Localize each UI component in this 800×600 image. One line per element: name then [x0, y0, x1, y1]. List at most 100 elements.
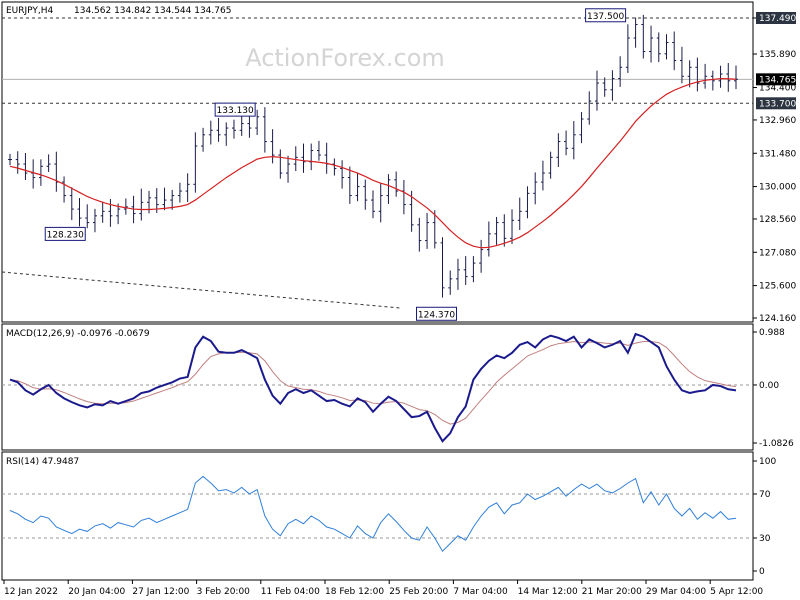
price-reference-lines: [1, 17, 753, 309]
rsi-tick-label: 0: [759, 567, 765, 577]
price-candles: [8, 14, 738, 298]
candle: [224, 122, 229, 146]
candle: [332, 158, 337, 176]
candle: [571, 121, 576, 160]
candle: [208, 120, 213, 145]
x-tick-label: 11 Feb 04:00: [261, 587, 320, 597]
candle: [455, 258, 460, 290]
candle: [77, 198, 82, 227]
candle: [100, 201, 105, 223]
candle: [656, 32, 661, 63]
candle: [371, 190, 375, 219]
candle: [417, 217, 422, 252]
candle: [710, 70, 715, 91]
x-tick-label: 21 Mar 20:00: [582, 587, 642, 597]
price-tick-label: 135.890: [759, 50, 796, 60]
candle: [718, 65, 723, 88]
candle: [679, 46, 684, 84]
candle: [579, 112, 584, 144]
price-tick-label: 128.560: [759, 215, 796, 225]
candle: [394, 171, 399, 197]
x-tick-label: 20 Jan 04:00: [68, 587, 125, 597]
candle: [641, 14, 646, 59]
candle: [594, 70, 599, 111]
candle: [31, 159, 36, 189]
candle: [162, 187, 167, 211]
price-moving-average: [9, 77, 737, 249]
candle: [672, 31, 677, 71]
candle: [293, 146, 298, 172]
price-y-axis: 137.490 135.890 134.400 132.960 131.480 130.0…: [753, 12, 796, 324]
candle: [517, 197, 522, 231]
price-tick-label: 132.960: [759, 116, 796, 126]
x-tick-label: 14 Mar 12:00: [518, 587, 578, 597]
candle: [533, 172, 538, 205]
rsi-tick-label: 70: [759, 490, 771, 500]
candle: [38, 159, 43, 186]
macd-panel-frame: [1, 323, 754, 451]
candle: [556, 133, 561, 167]
candle: [664, 34, 669, 60]
candle: [564, 130, 569, 156]
symbol-title: EURJPY,H4: [6, 6, 54, 16]
candle: [486, 221, 491, 257]
rsi-panel-frame: [1, 451, 754, 581]
price-tick-label: 134.400: [759, 84, 796, 94]
candle: [625, 24, 630, 73]
price-label-box: [214, 102, 256, 117]
candle: [363, 179, 368, 210]
candle: [278, 149, 283, 179]
x-tick-label: 3 Feb 20:00: [197, 587, 251, 597]
candle: [316, 140, 321, 161]
price-panel-frame: [1, 1, 754, 323]
candle: [85, 204, 90, 229]
level-tag-text-1: 133.700: [759, 99, 796, 109]
candle: [378, 183, 383, 223]
candle: [309, 143, 314, 171]
candle: [301, 143, 306, 173]
rsi-title: RSI(14) 47.9487: [6, 457, 79, 467]
x-tick-label: 29 Mar 04:00: [646, 587, 706, 597]
candle: [262, 107, 267, 153]
candle: [409, 190, 414, 232]
candle: [69, 187, 74, 221]
price-label-box: [585, 8, 627, 23]
price-annotations: 137.500 133.130 128.230 124.370: [44, 8, 627, 321]
price-tick-label: 124.160: [759, 314, 796, 324]
x-tick-label: 25 Feb 20:00: [389, 587, 448, 597]
price-tick-label: 131.480: [759, 149, 796, 159]
macd-tick-label: 0.988: [759, 328, 785, 338]
ma-line: [9, 77, 737, 249]
current-price-tag: [756, 73, 796, 86]
candle: [540, 160, 545, 191]
candle: [602, 77, 607, 97]
rsi-tick-label: 100: [759, 457, 776, 467]
candle: [286, 155, 291, 183]
candle: [270, 129, 275, 164]
price-label-1: 133.130: [214, 102, 256, 117]
candle: [494, 216, 499, 245]
candle: [170, 189, 175, 210]
rsi-line: [9, 475, 737, 553]
candle: [525, 186, 530, 219]
candle: [324, 142, 329, 174]
candle: [231, 119, 236, 139]
candle: [440, 237, 445, 298]
candle: [108, 198, 113, 227]
price-tick-label: 125.600: [759, 282, 796, 292]
x-tick-label: 18 Feb 12:00: [325, 587, 384, 597]
candle: [185, 173, 190, 203]
candle: [347, 166, 352, 204]
watermark: ActionForex.com: [245, 44, 445, 72]
price-tick-label: 127.080: [759, 248, 796, 258]
candle: [177, 182, 182, 203]
macd-title: MACD(12,26,9) -0.0976 -0.0679: [6, 329, 150, 339]
price-label-text: 128.230: [47, 230, 84, 240]
candle: [8, 153, 12, 166]
candle: [62, 176, 67, 203]
candle: [687, 60, 692, 88]
price-label-0: 137.500: [585, 8, 627, 23]
current-price-text: 134.765: [759, 75, 796, 85]
rsi-tick-label: 30: [759, 534, 771, 544]
candle: [46, 154, 51, 172]
